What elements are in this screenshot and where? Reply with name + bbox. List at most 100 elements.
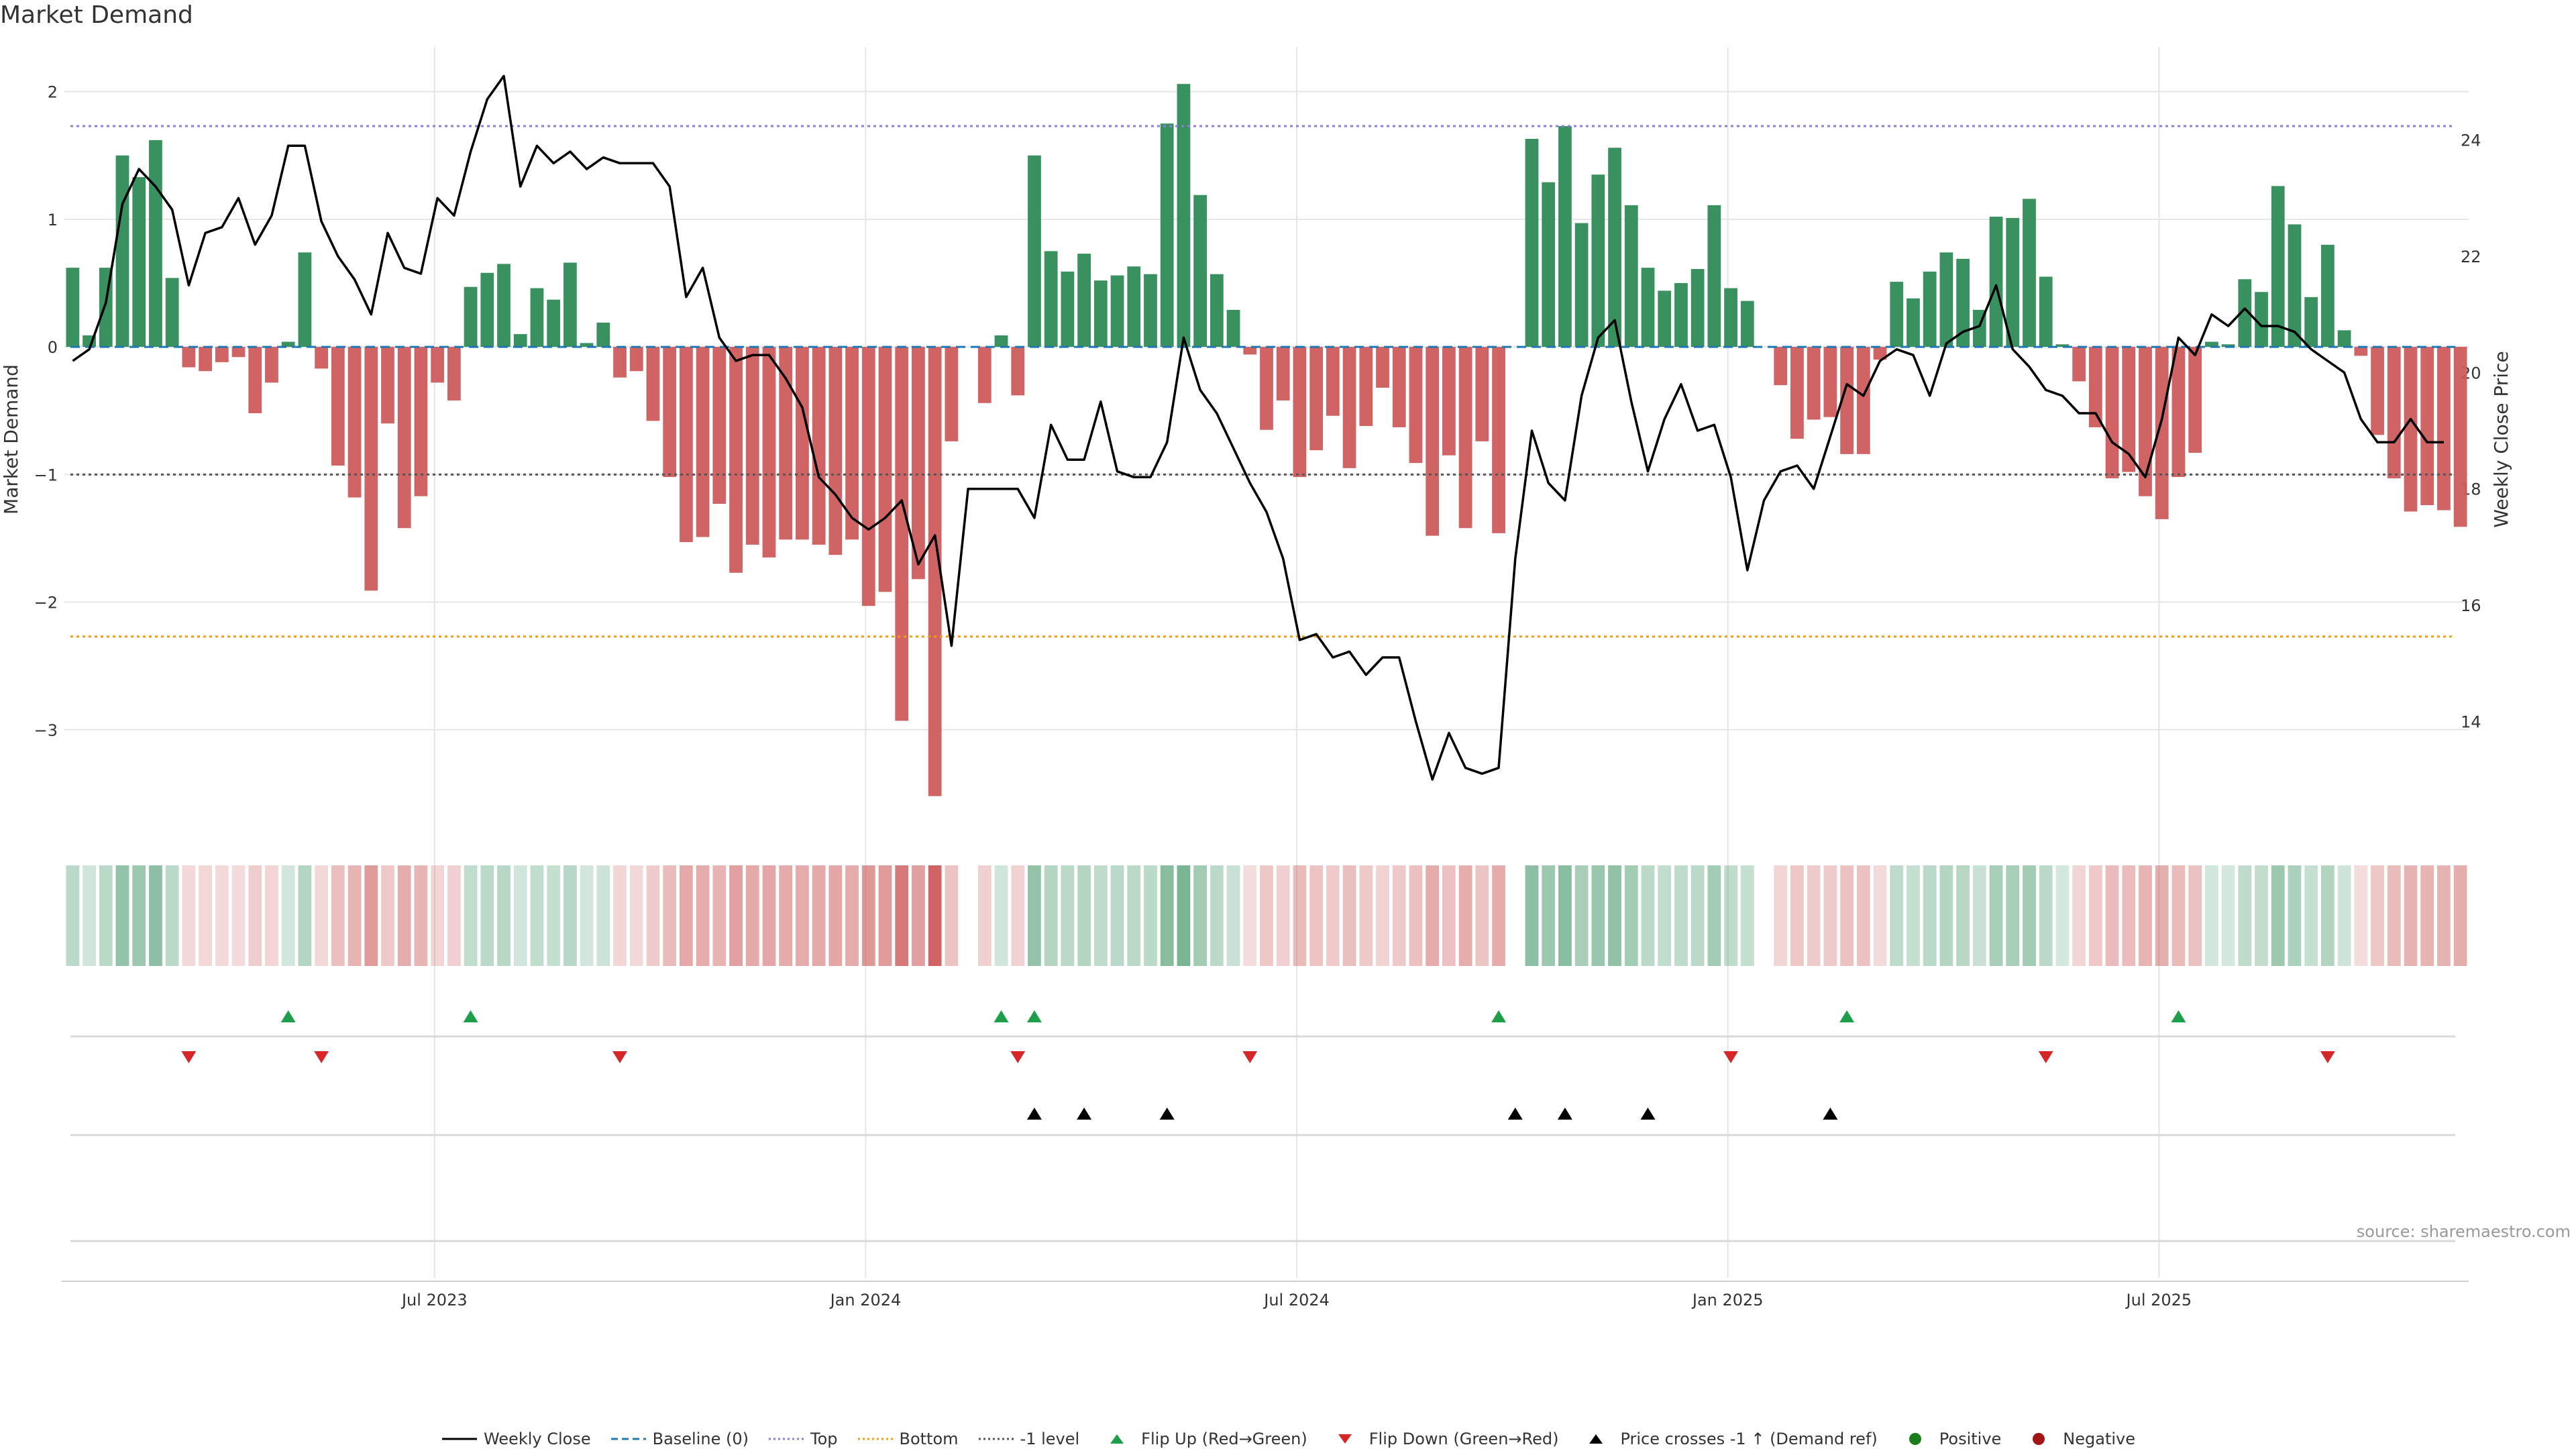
heat-strip-cell bbox=[149, 865, 162, 966]
demand-bar bbox=[745, 347, 759, 545]
heat-strip-cell bbox=[2371, 865, 2384, 966]
demand-bar bbox=[1226, 309, 1240, 347]
heat-strip-cell bbox=[414, 865, 428, 966]
demand-bar bbox=[1740, 301, 1754, 347]
legend-label: Price crosses -1 ↑ (Demand ref) bbox=[1620, 1430, 1878, 1448]
heat-strip-cell bbox=[1309, 865, 1324, 966]
legend-swatch bbox=[2033, 1433, 2045, 1445]
demand-bar bbox=[1724, 288, 1737, 347]
heat-strip-cell bbox=[2437, 865, 2451, 966]
heat-strip-cell bbox=[2255, 865, 2268, 966]
heat-strip-cell bbox=[2238, 865, 2252, 966]
demand-bar bbox=[397, 347, 411, 529]
heat-strip-cell bbox=[1558, 865, 1572, 966]
y2-tick-label: 24 bbox=[2461, 131, 2481, 150]
demand-bar bbox=[1658, 290, 1672, 347]
heat-strip-cell bbox=[1890, 865, 1904, 966]
heat-strip-cell bbox=[1011, 865, 1025, 966]
y2-tick-label: 22 bbox=[2461, 248, 2481, 266]
heat-strip-cell bbox=[1840, 865, 1854, 966]
heat-strip-cell bbox=[1144, 865, 1157, 966]
demand-bar bbox=[680, 347, 693, 543]
demand-bar bbox=[331, 347, 345, 466]
heat-strip-cell bbox=[1740, 865, 1754, 966]
demand-bar bbox=[1243, 347, 1257, 355]
demand-bar bbox=[712, 347, 727, 504]
heat-strip-cell bbox=[779, 865, 793, 966]
demand-bar bbox=[629, 347, 643, 372]
flip-up-marker bbox=[463, 1010, 478, 1022]
legend: Weekly Close Baseline (0) Top Bottom -1 leve… bbox=[0, 1429, 2576, 1448]
demand-bar bbox=[2271, 186, 2285, 347]
y2-tick-label: 16 bbox=[2461, 596, 2481, 615]
heat-strip-cell bbox=[2288, 865, 2302, 966]
heat-strip-cell bbox=[464, 865, 478, 966]
heat-strip-cell bbox=[828, 865, 843, 966]
demand-bar bbox=[530, 288, 544, 347]
heat-strip-cell bbox=[165, 865, 179, 966]
demand-bar bbox=[1856, 347, 1870, 454]
legend-label: Flip Down (Green→Red) bbox=[1368, 1430, 1559, 1448]
legend-swatch bbox=[1909, 1433, 1921, 1445]
demand-bar bbox=[2321, 244, 2334, 347]
demand-bar bbox=[2420, 347, 2434, 505]
heat-strip-cell bbox=[1243, 865, 1257, 966]
heat-strip-cell bbox=[431, 865, 445, 966]
heat-strip-cell bbox=[447, 865, 461, 966]
legend-item-positive: Positive bbox=[1896, 1429, 2002, 1448]
demand-bar bbox=[1110, 275, 1124, 347]
legend-item-top: Top bbox=[767, 1429, 838, 1448]
y-tick-label: −3 bbox=[34, 721, 58, 740]
heat-strip-cell bbox=[796, 865, 809, 966]
heat-strip-cell bbox=[215, 865, 229, 966]
demand-bar bbox=[2221, 344, 2235, 347]
price-cross-marker bbox=[1077, 1108, 1092, 1120]
heat-strip-cell bbox=[1939, 865, 1953, 966]
demand-bar bbox=[895, 347, 909, 721]
legend-item-minus-one: -1 level bbox=[977, 1429, 1079, 1448]
demand-bar bbox=[1939, 252, 1953, 347]
flip-up-marker bbox=[1491, 1010, 1507, 1022]
demand-bar bbox=[2387, 347, 2401, 479]
legend-item-baseline: Baseline (0) bbox=[610, 1429, 749, 1448]
heat-strip-cell bbox=[347, 865, 362, 966]
heat-strip-cell bbox=[2088, 865, 2102, 966]
price-cross-marker bbox=[1507, 1108, 1523, 1120]
demand-bar bbox=[497, 264, 511, 347]
demand-bar bbox=[2255, 292, 2268, 347]
demand-bar bbox=[1774, 347, 1788, 386]
demand-bar bbox=[414, 347, 428, 496]
legend-label: Negative bbox=[2063, 1430, 2136, 1448]
demand-bar bbox=[2404, 347, 2418, 512]
flip-down-marker bbox=[2320, 1051, 2335, 1063]
heat-strip-cell bbox=[1641, 865, 1655, 966]
price-cross-marker bbox=[1640, 1108, 1656, 1120]
demand-bar bbox=[1127, 266, 1141, 347]
chart-title: Market Demand bbox=[0, 1, 193, 29]
demand-bar bbox=[2238, 279, 2252, 347]
heat-strip-cell bbox=[1110, 865, 1124, 966]
heat-strip-cell bbox=[861, 865, 875, 966]
flip-down-marker bbox=[2038, 1051, 2053, 1063]
demand-bar bbox=[1624, 205, 1638, 347]
demand-bar bbox=[1492, 347, 1505, 533]
legend-label: Positive bbox=[1939, 1430, 2002, 1448]
demand-bar bbox=[613, 347, 627, 378]
demand-bar bbox=[1956, 258, 1970, 347]
heat-strip-cell bbox=[2188, 865, 2202, 966]
demand-bar bbox=[364, 347, 378, 591]
demand-bar bbox=[381, 347, 394, 424]
flip-down-marker bbox=[1723, 1051, 1739, 1063]
price-cross-marker bbox=[1823, 1108, 1838, 1120]
demand-bar bbox=[2122, 347, 2136, 472]
flip-up-marker bbox=[994, 1010, 1009, 1022]
heat-strip-cell bbox=[1923, 865, 1937, 966]
y-tick-label: 2 bbox=[48, 83, 58, 102]
demand-bar bbox=[696, 347, 710, 537]
demand-bar bbox=[1608, 148, 1621, 347]
demand-bar bbox=[1260, 347, 1273, 430]
heat-strip-cell bbox=[1061, 865, 1075, 966]
heat-strip-cell bbox=[1177, 865, 1191, 966]
demand-bar bbox=[231, 347, 246, 358]
flip-down-marker bbox=[314, 1051, 329, 1063]
